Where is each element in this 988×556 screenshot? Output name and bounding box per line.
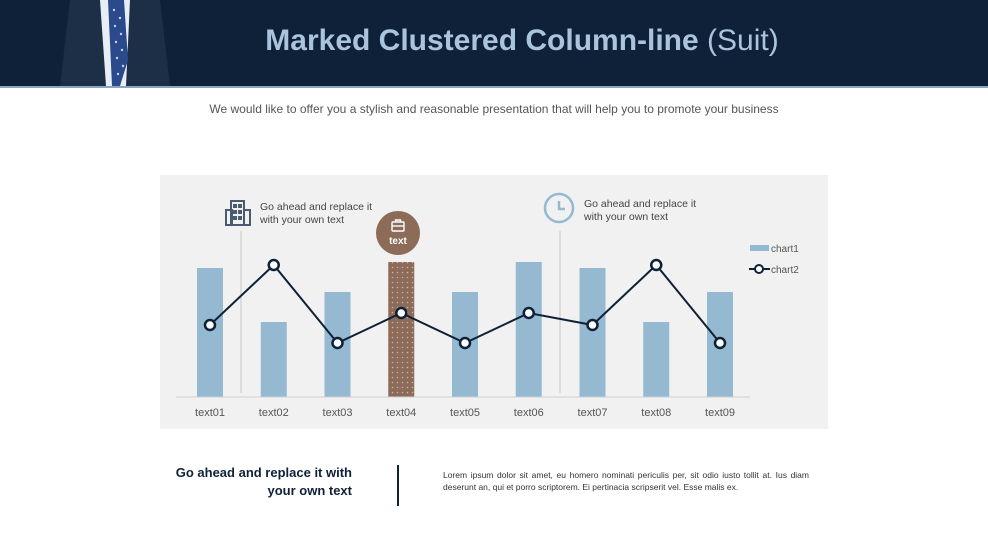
bottom-heading: Go ahead and replace it with your own te… (150, 464, 352, 500)
callout-left-line2: with your own text (260, 214, 345, 226)
subtitle: We would like to offer you a stylish and… (209, 102, 779, 116)
line-marker-text01 (203, 318, 217, 332)
legend-label-chart2: chart2 (771, 265, 799, 276)
bar-text07 (579, 268, 606, 397)
bottom-divider (397, 465, 399, 506)
x-tick-label: text02 (259, 407, 289, 419)
bar-text08 (643, 322, 670, 397)
line-marker-text07 (586, 318, 599, 332)
briefcase-icon (391, 219, 405, 232)
x-tick-label: text01 (195, 407, 225, 419)
bottom-body-text: Lorem ipsum dolor sit amet, eu homero no… (443, 470, 809, 492)
page-title-bold: Marked Clustered Column-line (265, 24, 699, 57)
bar-text02 (260, 322, 287, 397)
line-marker-text03 (331, 336, 344, 350)
x-tick-label: text09 (705, 407, 735, 419)
legend-label-chart1: chart1 (771, 244, 799, 255)
legend: chart1 chart2 (749, 244, 799, 276)
callout-right-line1: Go ahead and replace it (584, 198, 697, 210)
suit-image (60, 0, 170, 86)
page-title: Marked Clustered Column-line (Suit) (0, 24, 988, 58)
callout-left: Go ahead and replace it with your own te… (260, 201, 372, 227)
page-title-light: (Suit) (707, 24, 779, 57)
x-tick-label: text06 (514, 407, 544, 419)
header-banner: Marked Clustered Column-line (Suit) (0, 0, 988, 88)
x-tick-label: text08 (641, 407, 671, 419)
line-marker-text02 (267, 258, 280, 272)
bar-text06 (515, 262, 542, 397)
line-marker-text05 (458, 336, 472, 350)
bottom-heading-line1: Go ahead and replace it with (175, 465, 352, 480)
highlight-badge: text (376, 211, 420, 255)
callout-left-line1: Go ahead and replace it (260, 201, 373, 213)
bar-text04 (388, 262, 415, 397)
callout-right-line2: with your own text (584, 211, 669, 223)
chart-panel: text01 text02 text03 text04 text05 text06 text… (160, 175, 828, 429)
chart: text01 text02 text03 text04 text05 text06 text… (176, 192, 799, 419)
bar-text01 (197, 268, 223, 397)
line-marker-text09 (713, 336, 727, 350)
legend-marker-chart2 (754, 264, 764, 274)
highlight-badge-label: text (389, 236, 407, 247)
bottom-heading-line2: your own text (267, 483, 352, 498)
line-marker-text08 (650, 258, 663, 272)
x-tick-label: text05 (450, 407, 480, 419)
x-tick-label: text07 (578, 407, 608, 419)
line-marker-text04 (395, 306, 408, 320)
x-tick-label: text04 (386, 407, 416, 419)
legend-swatch-chart1 (750, 245, 769, 251)
building-icon (225, 200, 251, 226)
clock-icon (543, 192, 575, 224)
x-tick-label: text03 (323, 407, 353, 419)
callout-right: Go ahead and replace it with your own te… (584, 198, 696, 224)
line-marker-text06 (522, 306, 535, 320)
